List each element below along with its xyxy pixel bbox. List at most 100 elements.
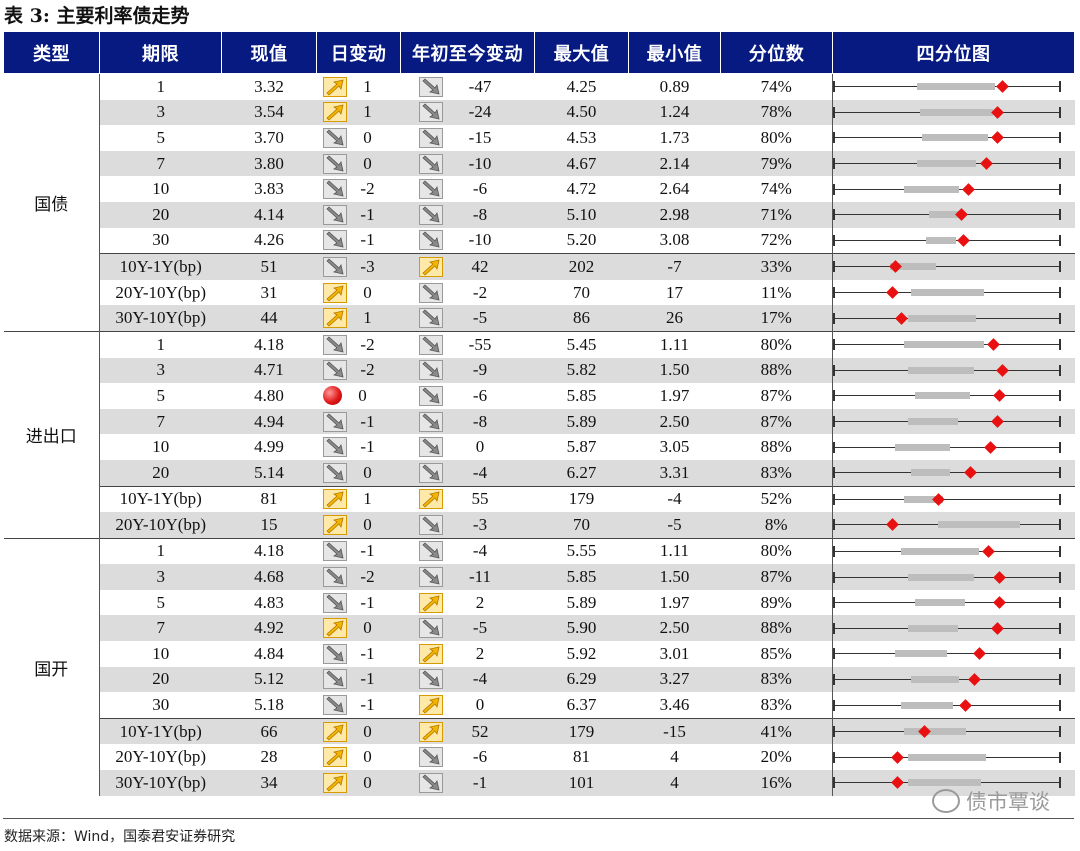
min-value-cell: 1.97 — [659, 385, 690, 405]
day-change-cell: -1 — [317, 434, 401, 460]
table-row[interactable]: 20 5.14 0 -4 6.27 3.31 83% — [4, 459, 1075, 486]
header-ytd-change[interactable]: 年初至今变动 — [400, 31, 535, 74]
arrow-up-icon — [322, 489, 347, 510]
percentile-cell: 52% — [720, 485, 833, 513]
arrow-down-icon — [418, 179, 443, 200]
group-type-label: 国开 — [3, 537, 100, 796]
group-type-label: 进出口 — [3, 330, 100, 539]
table-row[interactable]: 3 4.71 -2 -9 5.82 1.50 88% — [4, 357, 1075, 384]
arrow-up-icon — [418, 721, 443, 742]
table-row[interactable]: 20Y-10Y(bp) 31 0 -2 70 17 11% — [4, 279, 1075, 306]
range-min-cap — [833, 416, 835, 428]
ytd-change-value: -6 — [472, 747, 488, 767]
table-row[interactable]: 10Y-1Y(bp) 66 0 52 179 -15 41% — [4, 717, 1075, 745]
min-value-cell: 26 — [628, 305, 721, 332]
day-change-value: -3 — [360, 256, 375, 276]
table-row[interactable]: 10Y-1Y(bp) 81 1 55 179 -4 52% — [4, 485, 1075, 513]
term-cell: 10 — [152, 179, 170, 199]
max-value-cell: 4.25 — [566, 76, 597, 96]
interquartile-bar — [908, 418, 958, 426]
header-day-change[interactable]: 日变动 — [316, 31, 401, 74]
current-position-marker — [993, 389, 1006, 403]
table-row[interactable]: 20 4.14 -1 -8 5.10 2.98 71% — [4, 201, 1075, 228]
day-change-value: -1 — [360, 204, 375, 224]
day-change-value: 0 — [358, 385, 367, 405]
table-row[interactable]: 国债 1 3.32 1 -47 4.25 0.89 74% — [3, 73, 1075, 332]
range-line — [833, 498, 1061, 500]
table-row[interactable]: 3 3.54 1 -24 4.50 1.24 78% — [4, 99, 1075, 126]
table-row[interactable]: 30Y-10Y(bp) 44 1 -5 86 26 17% — [4, 305, 1075, 332]
max-value-cell: 5.87 — [566, 437, 597, 457]
ytd-change-value: -5 — [472, 308, 488, 328]
ytd-change-cell: -8 — [400, 201, 535, 228]
table-row[interactable]: 5 4.80 0 -6 5.85 1.97 87% — [4, 383, 1075, 409]
header-min[interactable]: 最小值 — [628, 31, 721, 74]
interquartile-bar — [938, 521, 1020, 529]
table-row[interactable]: 7 3.80 0 -10 4.67 2.14 79% — [4, 150, 1075, 177]
arrow-up-icon — [322, 618, 347, 639]
current-value-cell: 4.71 — [221, 357, 317, 384]
header-term[interactable]: 期限 — [99, 31, 222, 74]
day-change-cell: -1 — [316, 537, 401, 565]
header-percentile[interactable]: 分位数 — [720, 31, 833, 74]
interquartile-bar — [911, 675, 959, 683]
day-change-value: -1 — [360, 230, 375, 250]
header-type[interactable]: 类型 — [3, 31, 100, 74]
table-row[interactable]: 30 4.26 -1 -10 5.20 3.08 72% — [4, 227, 1075, 254]
current-value-cell: 4.80 — [254, 385, 284, 405]
term-cell: 10 — [152, 437, 170, 457]
day-change-cell: -1 — [317, 641, 401, 667]
max-value-cell: 179 — [534, 485, 629, 513]
ytd-change-value: 0 — [475, 695, 485, 715]
ytd-change-value: -3 — [472, 514, 488, 534]
header-quartile-chart[interactable]: 四分位图 — [832, 31, 1075, 74]
header-current[interactable]: 现值 — [221, 31, 317, 74]
term-cell: 10 — [152, 643, 170, 663]
interquartile-bar — [890, 263, 936, 271]
arrow-down-icon — [418, 772, 443, 793]
table-row[interactable]: 7 4.94 -1 -8 5.89 2.50 87% — [4, 408, 1075, 435]
percentile-cell: 74% — [760, 76, 792, 96]
current-position-marker — [991, 106, 1004, 119]
percentile-cell: 41% — [720, 717, 833, 745]
table-row[interactable]: 30Y-10Y(bp) 34 0 -1 101 4 16% — [4, 770, 1075, 796]
arrow-down-icon — [418, 102, 443, 123]
table-row[interactable]: 5 4.83 -1 2 5.89 1.97 89% — [4, 589, 1075, 616]
day-change-value: -1 — [360, 541, 375, 561]
table-row[interactable]: 国开 1 4.18 -1 -4 5.55 1.11 80% — [3, 537, 1075, 796]
ytd-change-cell: 2 — [401, 590, 535, 616]
quartile-plot — [833, 358, 1075, 383]
ytd-change-cell: -5 — [400, 615, 535, 642]
header-max[interactable]: 最大值 — [534, 31, 629, 74]
table-row[interactable]: 10Y-1Y(bp) 51 -3 42 202 -7 33% — [4, 253, 1075, 280]
term-cell: 20 — [99, 666, 222, 693]
table-row[interactable]: 进出口 1 4.18 -2 -55 5.45 1.11 80% — [3, 330, 1075, 539]
table-row[interactable]: 10 4.99 -1 0 5.87 3.05 88% — [4, 434, 1075, 460]
day-change-value: -1 — [360, 411, 375, 431]
table-row[interactable]: 7 4.92 0 -5 5.90 2.50 88% — [4, 615, 1075, 642]
table-row[interactable]: 20 5.12 -1 -4 6.29 3.27 83% — [4, 666, 1075, 693]
table-row[interactable]: 20Y-10Y(bp) 28 0 -6 81 4 20% — [4, 744, 1075, 771]
ytd-change-value: -2 — [472, 282, 488, 302]
range-max-cap — [1059, 622, 1061, 634]
percentile-cell: 83% — [760, 695, 792, 715]
table-row[interactable]: 3 4.68 -2 -11 5.85 1.50 87% — [4, 564, 1075, 590]
current-value-cell: 3.70 — [254, 127, 284, 147]
term-cell: 20Y-10Y(bp) — [115, 282, 207, 302]
table-row[interactable]: 20Y-10Y(bp) 15 0 -3 70 -5 8% — [4, 512, 1075, 539]
current-value-cell: 4.18 — [221, 537, 317, 565]
quartile-chart-cell — [832, 305, 1075, 332]
quartile-chart-cell — [832, 125, 1075, 151]
current-value-cell: 4.92 — [221, 615, 317, 642]
ytd-change-cell: -10 — [401, 228, 535, 254]
quartile-plot — [833, 228, 1075, 253]
table-row[interactable]: 5 3.70 0 -15 4.53 1.73 80% — [4, 125, 1075, 151]
table-row[interactable]: 10 4.84 -1 2 5.92 3.01 85% — [4, 641, 1075, 667]
quartile-chart-cell — [832, 227, 1075, 254]
interquartile-bar — [908, 573, 974, 581]
ytd-change-cell: -1 — [400, 770, 535, 796]
max-value-cell: 5.89 — [566, 592, 597, 612]
range-min-cap — [833, 441, 835, 453]
table-row[interactable]: 30 5.18 -1 0 6.37 3.46 83% — [4, 692, 1075, 719]
table-row[interactable]: 10 3.83 -2 -6 4.72 2.64 74% — [4, 176, 1075, 202]
